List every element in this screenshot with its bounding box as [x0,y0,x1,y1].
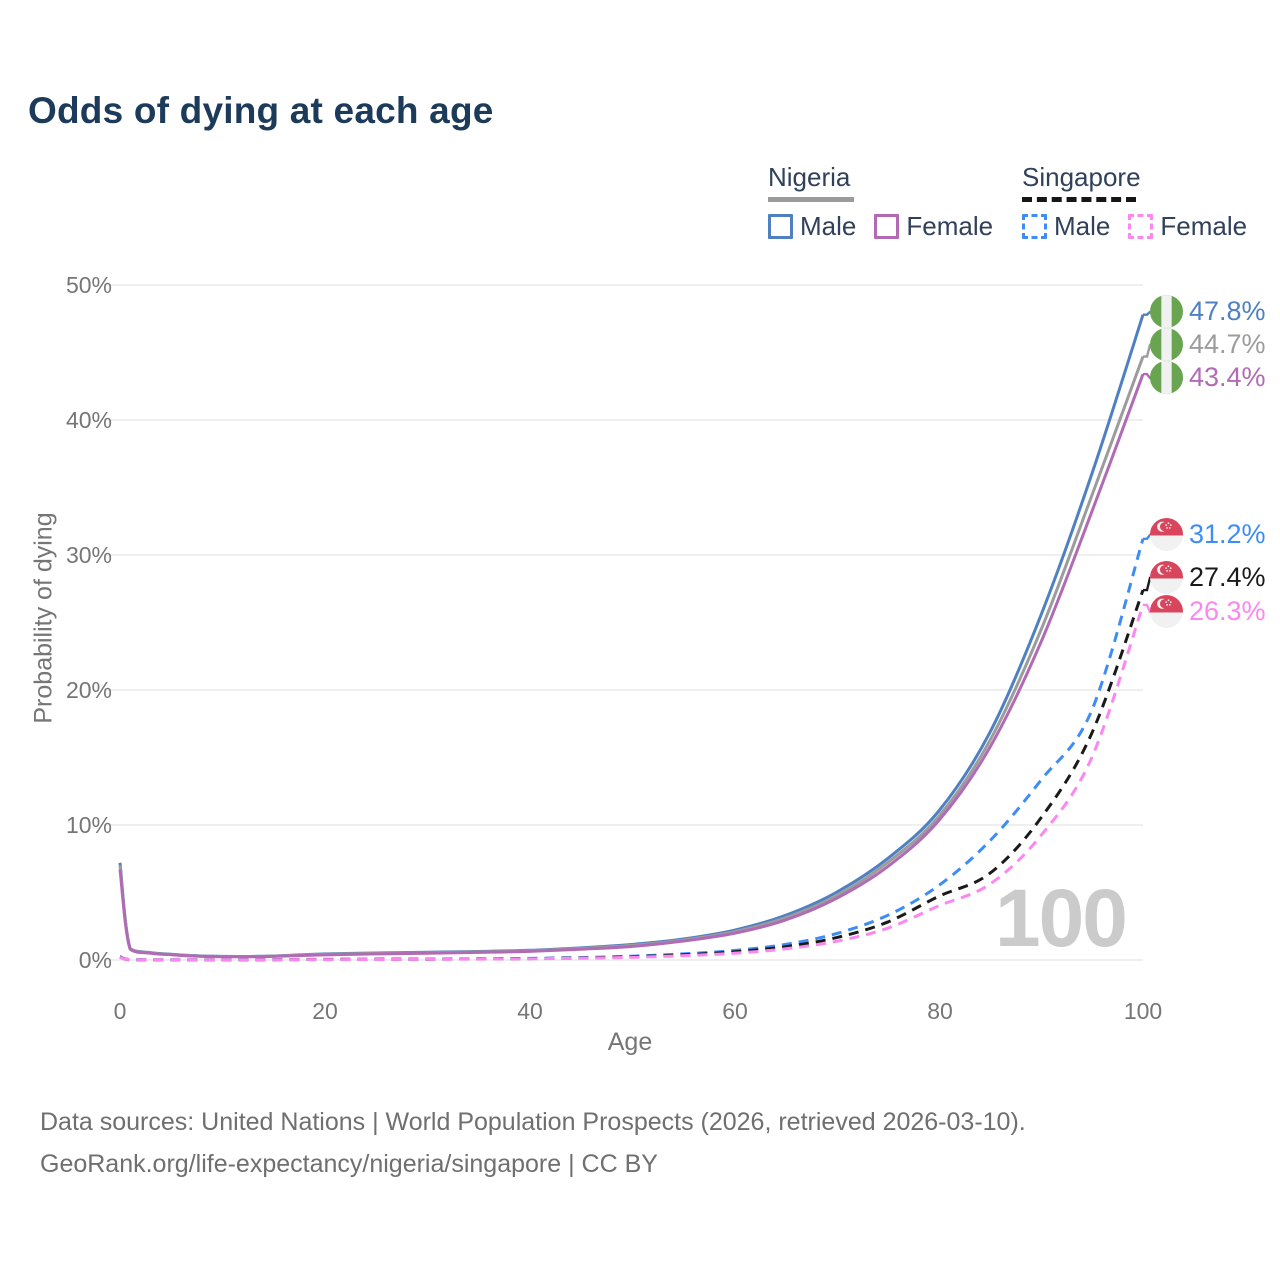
singapore-flag-icon [1149,517,1184,552]
legend-item-nigeria-female[interactable]: Female [874,211,993,242]
attribution-line: GeoRank.org/life-expectancy/nigeria/sing… [40,1150,658,1178]
end-value-label: 26.3% [1189,596,1266,626]
end-label-singapore-female: 26.3% [1149,594,1266,629]
legend-nigeria-label: Nigeria [768,162,851,192]
data-source-line: Data sources: United Nations | World Pop… [40,1108,1026,1136]
legend-group-nigeria: Nigeria Male Female [768,162,993,242]
nigeria-flag-icon [1149,294,1184,329]
end-value-label: 47.8% [1189,296,1266,326]
line-nigeria-male[interactable] [118,314,1145,959]
x-tick-60: 60 [722,998,748,1024]
singapore-male-swatch-icon [1022,214,1047,239]
page-title: Odds of dying at each age [28,90,494,131]
singapore-flag-icon [1149,594,1184,629]
x-tick-20: 20 [312,998,338,1024]
y-tick-40: 40% [65,407,112,433]
age-watermark: 100 [995,873,1128,964]
legend-item-nigeria-male[interactable]: Male [768,211,856,242]
singapore-flag-icon [1149,560,1184,595]
y-tick-0: 0% [78,947,112,973]
nigeria-flag-icon [1149,327,1184,362]
end-label-nigeria-both: 44.7% [1149,327,1266,362]
y-tick-10: 10% [65,812,112,838]
legend-label: Female [1160,211,1248,241]
end-value-label: 44.7% [1189,329,1266,359]
legend-nigeria-title[interactable]: Nigeria [768,162,993,202]
nigeria-female-swatch-icon [874,214,900,239]
end-label-singapore-male: 31.2% [1149,517,1266,552]
y-axis-title: Probability of dying [29,512,58,724]
legend-singapore-label: Singapore [1022,162,1141,192]
x-tick-40: 40 [517,998,543,1024]
legend-label: Female [906,211,994,241]
singapore-line-sample [1022,197,1136,202]
end-value-label: 31.2% [1189,519,1266,549]
x-tick-100: 100 [1123,998,1163,1024]
x-tick-80: 80 [927,998,953,1024]
line-singapore-both[interactable] [119,589,1145,962]
nigeria-flag-icon [1149,360,1184,395]
legend-item-singapore-female[interactable]: Female [1128,211,1247,242]
line-nigeria-female[interactable] [118,373,1145,959]
nigeria-male-swatch-icon [768,214,793,239]
end-value-label: 43.4% [1189,362,1266,392]
end-label-singapore-both: 27.4% [1149,560,1266,595]
legend-singapore-title[interactable]: Singapore [1022,162,1247,202]
x-tick-0: 0 [113,998,127,1024]
end-label-nigeria-female: 43.4% [1149,360,1266,395]
nigeria-line-sample [768,197,854,202]
y-tick-50: 50% [65,272,112,298]
legend-label: Male [1054,211,1111,241]
legend-label: Male [800,211,857,241]
x-axis-title: Age [607,1028,653,1056]
end-label-nigeria-male: 47.8% [1149,294,1266,329]
legend-item-singapore-male[interactable]: Male [1022,211,1110,242]
y-tick-20: 20% [65,677,112,703]
line-singapore-female[interactable] [119,604,1145,962]
legend-group-singapore: Singapore Male Female [1022,162,1247,242]
line-nigeria-both[interactable] [118,355,1145,959]
y-tick-30: 30% [65,542,112,568]
end-value-label: 27.4% [1189,562,1266,592]
singapore-female-swatch-icon [1128,214,1154,239]
